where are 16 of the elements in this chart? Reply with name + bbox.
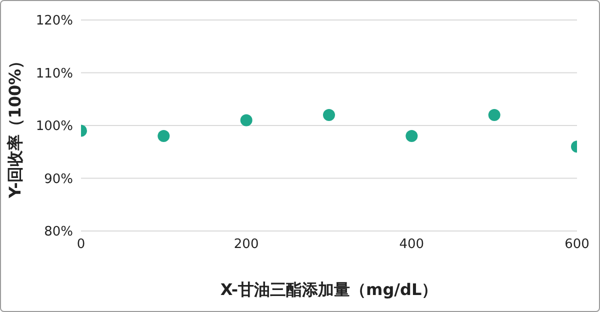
- point: [323, 108, 335, 121]
- y-tick-label: 100%: [36, 119, 73, 134]
- x-tick-label: 200: [234, 237, 259, 252]
- y-axis-title: Y-回收率（100%）: [6, 52, 25, 200]
- point: [158, 130, 170, 142]
- point: [406, 130, 418, 142]
- x-tick-label: 400: [399, 237, 424, 252]
- y-tick-label: 80%: [44, 224, 73, 240]
- x-axis-title: X-甘油三酯添加量（mg/dL）: [220, 280, 438, 299]
- y-tick-label: 90%: [44, 172, 73, 187]
- x-tick-label: 0: [76, 237, 86, 252]
- point: [240, 114, 252, 126]
- y-tick-label: 110%: [36, 66, 73, 82]
- x-tick-label: 600: [564, 237, 590, 252]
- point: [488, 108, 500, 121]
- y-tick-label: 120%: [36, 14, 73, 29]
